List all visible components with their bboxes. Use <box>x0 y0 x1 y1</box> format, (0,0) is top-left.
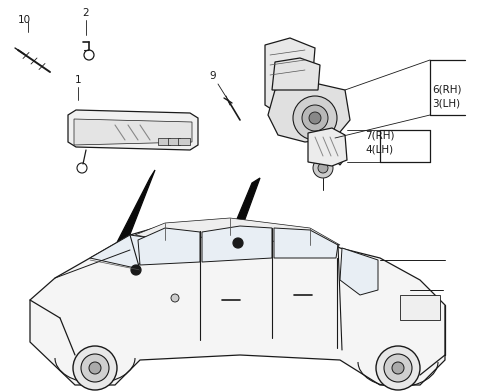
Polygon shape <box>138 228 200 265</box>
Polygon shape <box>135 218 340 245</box>
Polygon shape <box>272 58 320 90</box>
Text: 9: 9 <box>210 71 216 81</box>
Circle shape <box>293 96 337 140</box>
Polygon shape <box>315 138 345 165</box>
Circle shape <box>171 294 179 302</box>
Circle shape <box>309 112 321 124</box>
Bar <box>158 138 170 145</box>
Text: 3(LH): 3(LH) <box>432 98 460 108</box>
Polygon shape <box>90 235 165 268</box>
Polygon shape <box>265 38 315 118</box>
Circle shape <box>233 238 243 248</box>
Text: 2: 2 <box>83 8 89 18</box>
Circle shape <box>73 346 117 390</box>
Text: 10: 10 <box>18 15 31 25</box>
Circle shape <box>376 346 420 390</box>
Circle shape <box>384 354 412 382</box>
Circle shape <box>89 362 101 374</box>
Text: 4(LH): 4(LH) <box>365 145 393 155</box>
Text: 7(RH): 7(RH) <box>365 131 395 141</box>
Bar <box>168 138 180 145</box>
Circle shape <box>81 354 109 382</box>
Polygon shape <box>274 228 338 258</box>
Polygon shape <box>268 82 350 142</box>
Circle shape <box>131 265 141 275</box>
Circle shape <box>392 362 404 374</box>
Circle shape <box>313 158 333 178</box>
Polygon shape <box>222 178 260 255</box>
Circle shape <box>302 105 328 131</box>
Text: 6(RH): 6(RH) <box>432 85 461 95</box>
Polygon shape <box>74 119 192 145</box>
Bar <box>178 138 190 145</box>
Polygon shape <box>308 128 347 166</box>
Polygon shape <box>340 248 378 295</box>
Polygon shape <box>30 220 445 385</box>
Circle shape <box>318 163 328 173</box>
Polygon shape <box>202 226 272 262</box>
Bar <box>400 295 440 320</box>
Polygon shape <box>108 170 155 260</box>
Polygon shape <box>68 110 198 150</box>
Text: 1: 1 <box>75 75 81 85</box>
